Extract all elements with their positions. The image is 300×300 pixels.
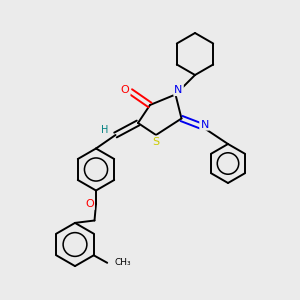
- Text: N: N: [200, 119, 209, 130]
- Text: S: S: [152, 136, 160, 147]
- Text: CH₃: CH₃: [115, 258, 131, 267]
- Text: H: H: [101, 124, 109, 135]
- Text: N: N: [174, 85, 183, 95]
- Text: O: O: [121, 85, 130, 95]
- Text: O: O: [85, 199, 94, 209]
